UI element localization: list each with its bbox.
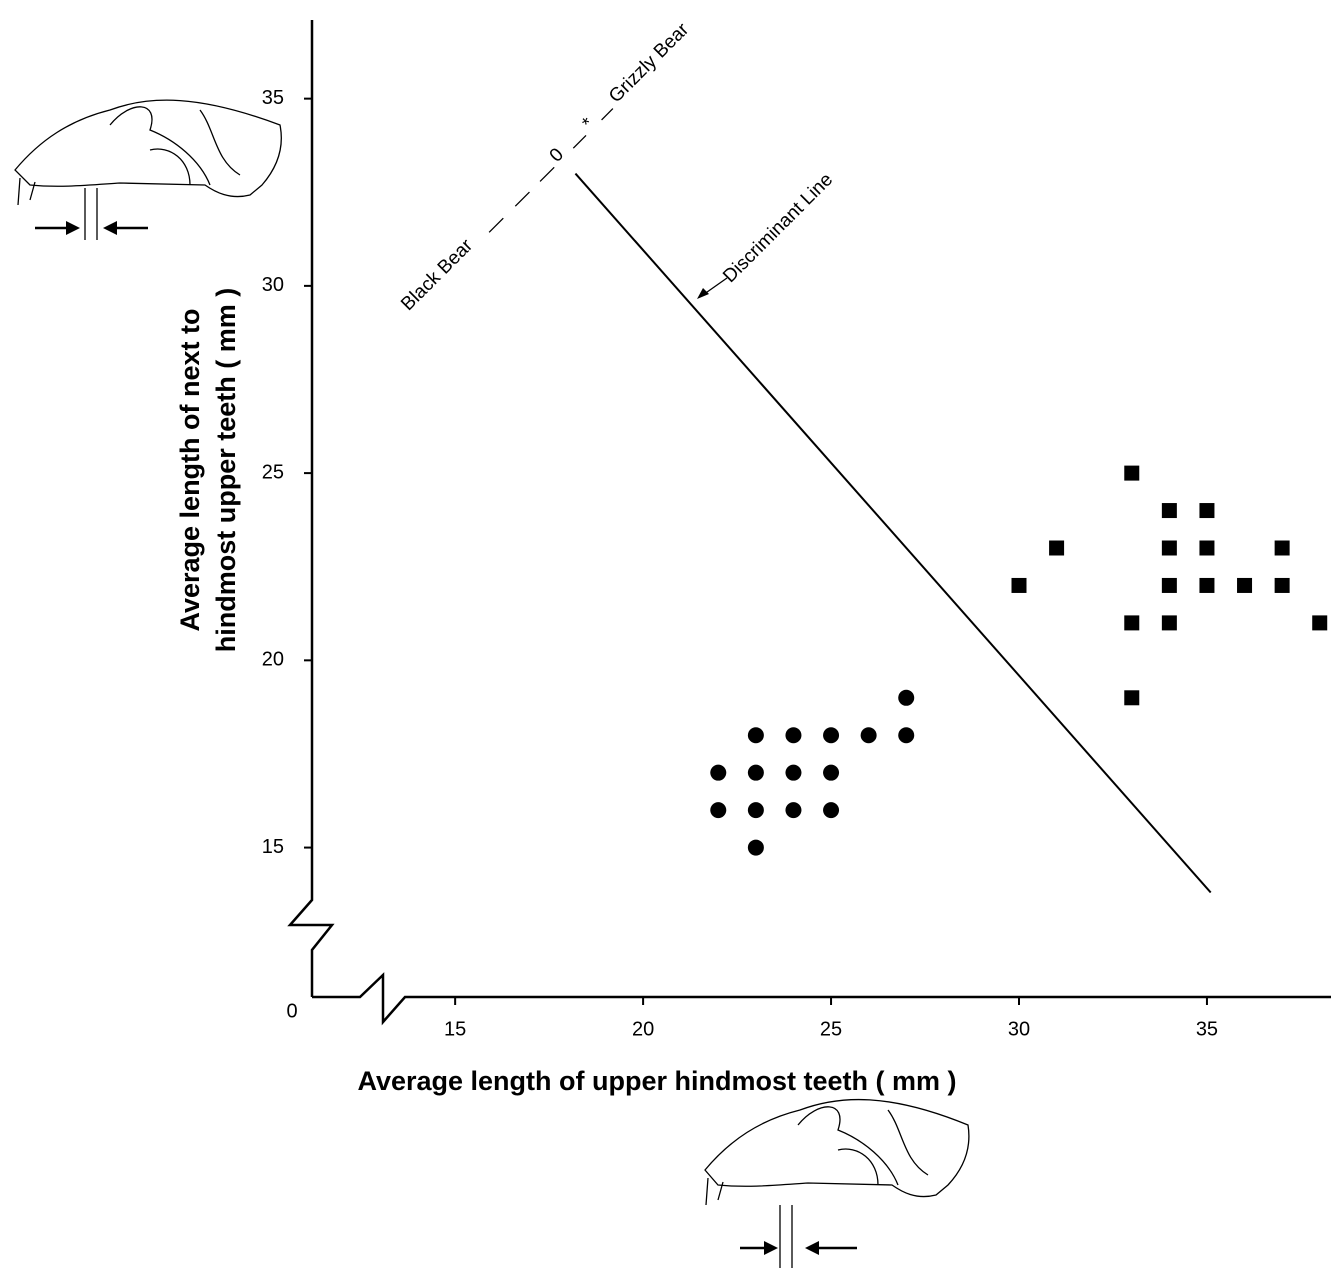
origin-tick-label: 0	[286, 1000, 297, 1022]
point	[1161, 540, 1177, 556]
arrow-head	[697, 288, 709, 299]
point	[1124, 690, 1140, 706]
point	[1199, 540, 1215, 556]
point	[1011, 577, 1027, 593]
legend-dash	[488, 217, 504, 233]
point	[747, 764, 764, 781]
point	[1124, 465, 1140, 481]
y-tick-label: 35	[262, 87, 284, 109]
point	[1274, 577, 1290, 593]
point	[1199, 577, 1215, 593]
y-axis-title: Average length of next to hindmost upper…	[175, 288, 241, 653]
point	[823, 802, 840, 819]
point	[785, 764, 802, 781]
x-tick-label: 35	[1196, 1018, 1218, 1040]
y-tick-label: 20	[262, 649, 284, 671]
x-tick-label: 15	[444, 1018, 466, 1040]
legend-dash	[601, 108, 614, 121]
legend-symbol: 0	[546, 144, 568, 166]
y-tick-label: 30	[262, 274, 284, 296]
point	[1161, 577, 1177, 593]
x-tick-label: 20	[632, 1018, 654, 1040]
x-axis-title: Average length of upper hindmost teeth (…	[357, 1066, 956, 1096]
x-tick-label: 30	[1008, 1018, 1030, 1040]
point	[710, 802, 727, 819]
legend-label: Grizzly Bear	[605, 19, 693, 107]
point	[1274, 540, 1290, 556]
point	[823, 727, 840, 744]
point	[1161, 615, 1177, 631]
discriminant-line	[574, 172, 1212, 894]
point	[1312, 615, 1328, 631]
skull-icon	[704, 1098, 970, 1268]
y-tick-label: 25	[262, 461, 284, 483]
point	[747, 802, 764, 819]
skull-icon	[14, 99, 282, 240]
legend-symbol: *	[578, 114, 599, 135]
point	[1161, 503, 1177, 519]
legend-dash	[539, 166, 555, 182]
y-axis-title-line: hindmost upper teeth ( mm )	[211, 288, 241, 653]
point	[898, 689, 915, 706]
legend-dash	[514, 191, 530, 207]
x-tick-label: 25	[820, 1018, 842, 1040]
point	[1124, 615, 1140, 631]
legend-label: Black Bear	[397, 235, 477, 315]
point	[898, 727, 915, 744]
point	[785, 802, 802, 819]
y-tick-label: 15	[262, 836, 284, 858]
line-annotation: Discriminant Line	[719, 169, 837, 287]
point	[747, 727, 764, 744]
point	[1237, 577, 1253, 593]
point	[747, 839, 764, 856]
point	[785, 727, 802, 744]
point	[1199, 503, 1215, 519]
y-axis	[287, 20, 335, 997]
legend: Black Bear 0 * Grizzly Bear	[397, 19, 693, 315]
x-axis	[312, 972, 1331, 1026]
point	[823, 764, 840, 781]
point	[860, 727, 877, 744]
annotation-text: Discriminant Line	[719, 169, 837, 287]
point	[1049, 540, 1065, 556]
legend-dash	[572, 135, 587, 149]
y-axis-title-line: Average length of next to	[175, 308, 205, 631]
point	[710, 764, 727, 781]
